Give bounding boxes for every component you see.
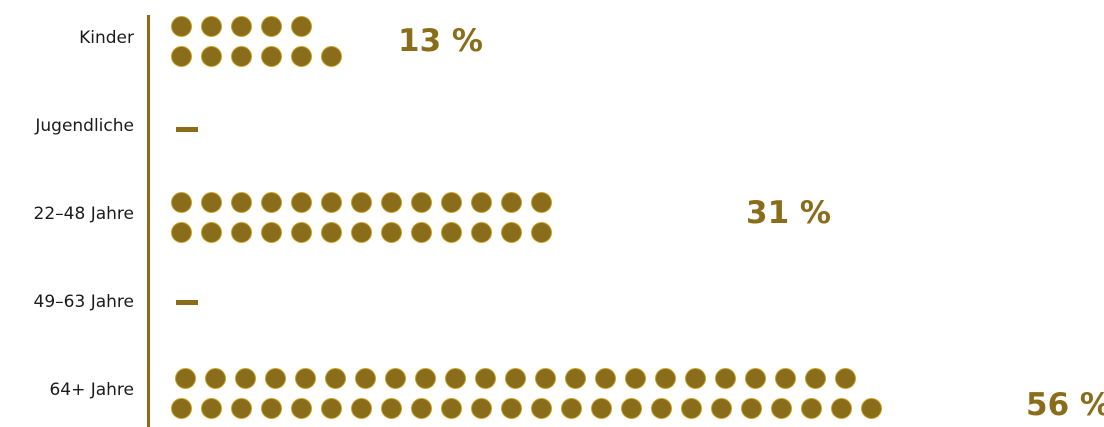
category-label-22-48-jahre: 22–48 Jahre	[33, 204, 134, 224]
dot-64-jahre-36	[561, 398, 582, 419]
dot-64-jahre-22	[835, 368, 856, 389]
dot-22-48-jahre-20	[381, 222, 402, 243]
dot-22-48-jahre-17	[291, 222, 312, 243]
dot-64-jahre-20	[775, 368, 796, 389]
dot-22-48-jahre-2	[231, 192, 252, 213]
category-label-jugendliche: Jugendliche	[35, 116, 134, 136]
dot-kinder-10	[321, 46, 342, 67]
dot-22-48-jahre-10	[471, 192, 492, 213]
dot-64-jahre-28	[321, 398, 342, 419]
dot-64-jahre-18	[715, 368, 736, 389]
value-label-22-48-jahre: 31 %	[746, 195, 831, 231]
dot-kinder-7	[231, 46, 252, 67]
dot-64-jahre-16	[655, 368, 676, 389]
dot-64-jahre-21	[805, 368, 826, 389]
dot-64-jahre-14	[595, 368, 616, 389]
dot-64-jahre-27	[291, 398, 312, 419]
value-label-kinder: 13 %	[398, 23, 483, 59]
dot-64-jahre-9	[445, 368, 466, 389]
value-label-64-plus-jahre: 56 %	[1026, 387, 1104, 423]
dot-64-jahre-44	[801, 398, 822, 419]
dot-kinder-1	[201, 16, 222, 37]
dot-22-48-jahre-0	[171, 192, 192, 213]
dot-22-48-jahre-9	[441, 192, 462, 213]
dot-64-jahre-30	[381, 398, 402, 419]
dot-kinder-9	[291, 46, 312, 67]
dot-22-48-jahre-23	[471, 222, 492, 243]
dot-64-jahre-43	[771, 398, 792, 419]
dot-64-jahre-25	[231, 398, 252, 419]
dot-64-jahre-46	[861, 398, 882, 419]
category-label-64-plus-jahre: 64+ Jahre	[49, 380, 134, 400]
dot-64-jahre-2	[235, 368, 256, 389]
dot-64-jahre-34	[501, 398, 522, 419]
dot-22-48-jahre-25	[531, 222, 552, 243]
dot-22-48-jahre-5	[321, 192, 342, 213]
dot-64-jahre-5	[325, 368, 346, 389]
category-label-49-63-jahre: 49–63 Jahre	[33, 292, 134, 312]
dot-64-jahre-4	[295, 368, 316, 389]
dot-kinder-8	[261, 46, 282, 67]
dot-22-48-jahre-3	[261, 192, 282, 213]
dot-64-jahre-42	[741, 398, 762, 419]
dot-64-jahre-1	[205, 368, 226, 389]
dot-22-48-jahre-4	[291, 192, 312, 213]
dot-22-48-jahre-1	[201, 192, 222, 213]
dot-64-jahre-32	[441, 398, 462, 419]
dot-22-48-jahre-14	[201, 222, 222, 243]
dot-64-jahre-37	[591, 398, 612, 419]
category-axis-line	[147, 15, 150, 427]
dot-22-48-jahre-19	[351, 222, 372, 243]
dot-64-jahre-39	[651, 398, 672, 419]
dot-64-jahre-26	[261, 398, 282, 419]
dot-64-jahre-29	[351, 398, 372, 419]
category-label-kinder: Kinder	[79, 28, 134, 48]
dot-64-jahre-12	[535, 368, 556, 389]
dot-64-jahre-35	[531, 398, 552, 419]
dot-64-jahre-38	[621, 398, 642, 419]
dot-22-48-jahre-6	[351, 192, 372, 213]
dot-64-jahre-24	[201, 398, 222, 419]
dot-64-jahre-33	[471, 398, 492, 419]
dot-22-48-jahre-8	[411, 192, 432, 213]
dot-22-48-jahre-21	[411, 222, 432, 243]
dot-64-jahre-45	[831, 398, 852, 419]
dot-64-jahre-23	[171, 398, 192, 419]
dot-22-48-jahre-7	[381, 192, 402, 213]
dot-64-jahre-17	[685, 368, 706, 389]
dot-64-jahre-19	[745, 368, 766, 389]
dot-22-48-jahre-13	[171, 222, 192, 243]
dot-64-jahre-7	[385, 368, 406, 389]
dot-64-jahre-10	[475, 368, 496, 389]
no-data-dash-49-63-jahre	[176, 300, 198, 305]
dot-22-48-jahre-22	[441, 222, 462, 243]
dot-64-jahre-3	[265, 368, 286, 389]
dot-64-jahre-13	[565, 368, 586, 389]
dot-kinder-0	[171, 16, 192, 37]
dot-64-jahre-0	[175, 368, 196, 389]
dot-64-jahre-40	[681, 398, 702, 419]
dot-kinder-4	[291, 16, 312, 37]
dot-64-jahre-15	[625, 368, 646, 389]
dot-kinder-6	[201, 46, 222, 67]
dot-kinder-5	[171, 46, 192, 67]
dot-kinder-2	[231, 16, 252, 37]
dot-kinder-3	[261, 16, 282, 37]
dot-64-jahre-31	[411, 398, 432, 419]
dot-64-jahre-41	[711, 398, 732, 419]
dot-64-jahre-8	[415, 368, 436, 389]
dot-22-48-jahre-12	[531, 192, 552, 213]
dot-22-48-jahre-18	[321, 222, 342, 243]
dot-22-48-jahre-16	[261, 222, 282, 243]
dot-64-jahre-6	[355, 368, 376, 389]
dot-22-48-jahre-11	[501, 192, 522, 213]
dot-64-jahre-11	[505, 368, 526, 389]
dot-22-48-jahre-15	[231, 222, 252, 243]
no-data-dash-jugendliche	[176, 127, 198, 132]
dot-22-48-jahre-24	[501, 222, 522, 243]
